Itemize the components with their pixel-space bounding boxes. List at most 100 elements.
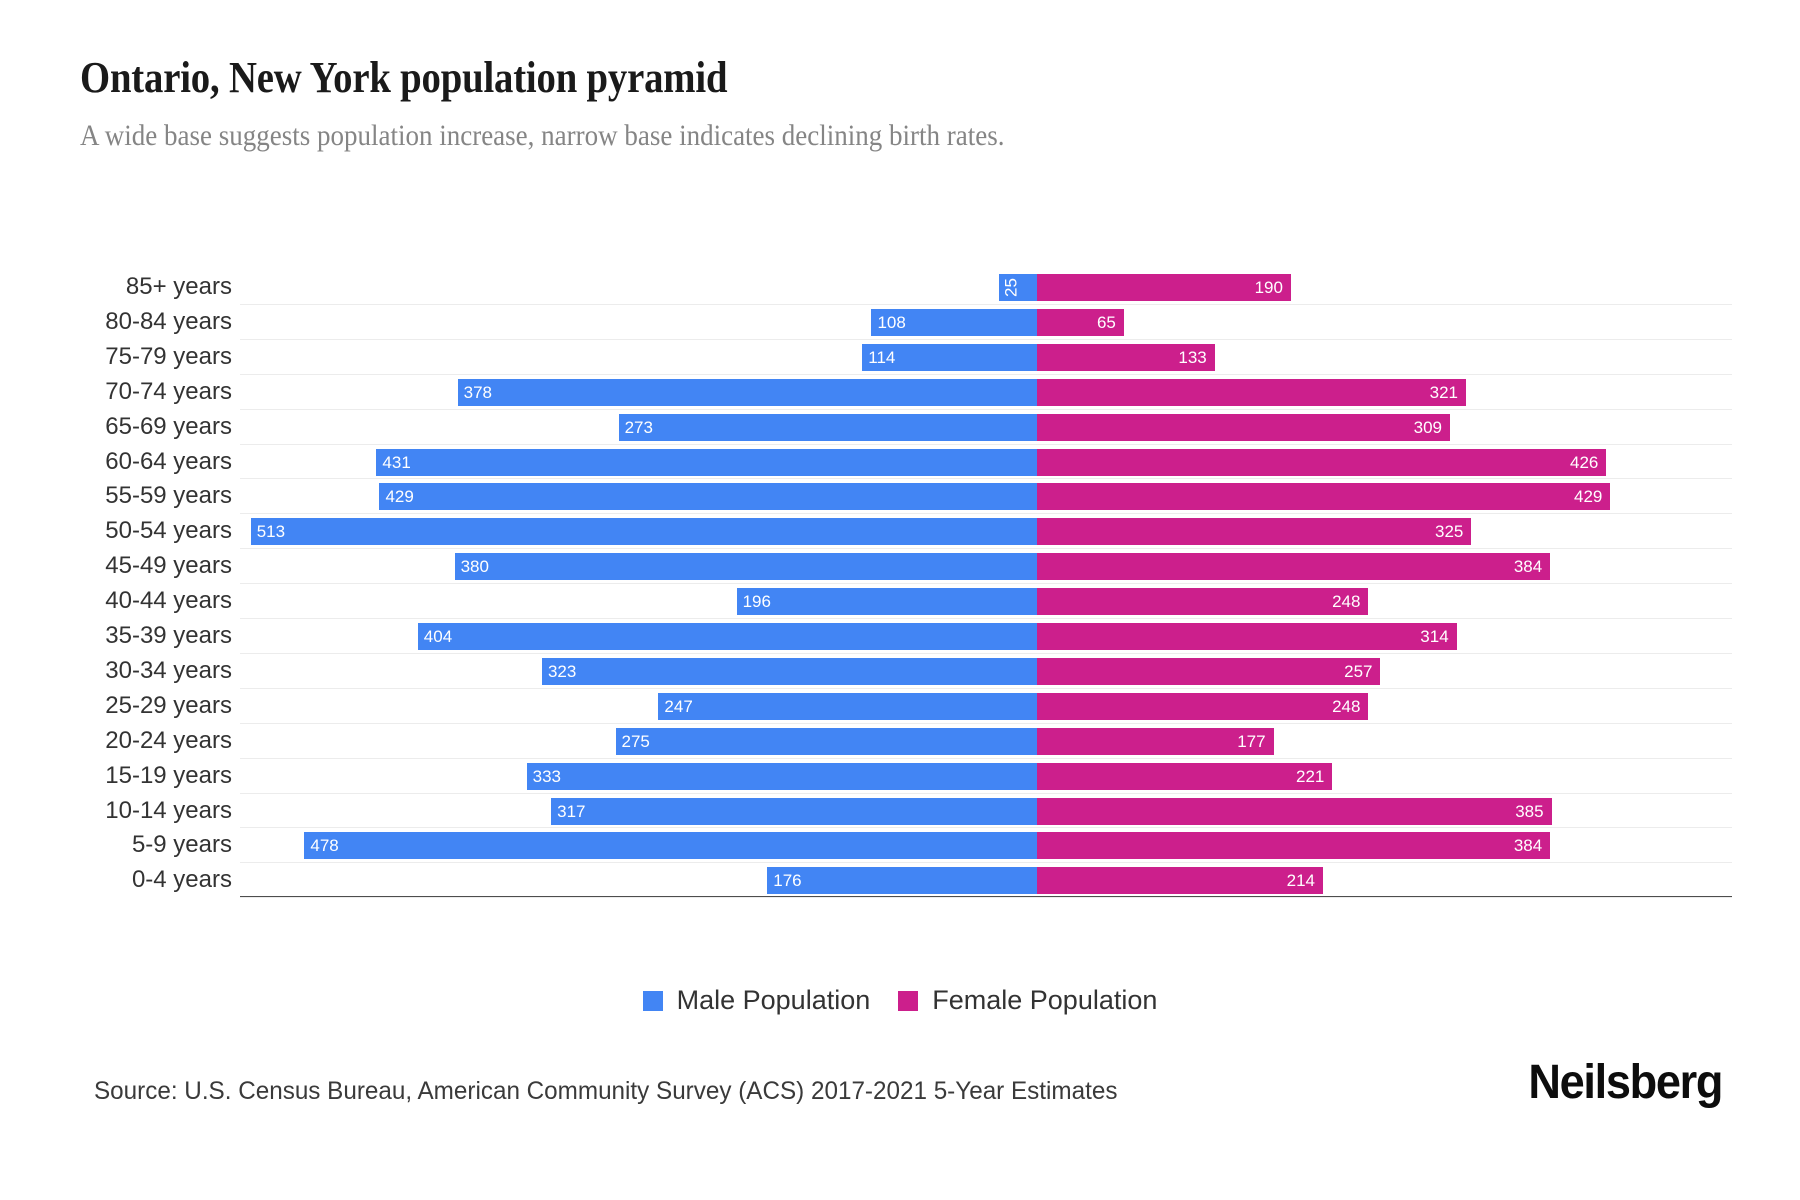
gridline <box>240 338 1732 340</box>
male-bar-value: 333 <box>532 766 561 786</box>
male-bar-value: 275 <box>621 731 650 751</box>
y-axis-label: 0-4 years <box>131 866 232 894</box>
y-axis-label: 25-29 years <box>105 691 232 719</box>
bar-row: 429 429 <box>240 479 1732 514</box>
male-bar-value: 380 <box>460 557 489 577</box>
gridline <box>240 618 1732 619</box>
female-bar[interactable]: 65 <box>1037 308 1124 336</box>
bar-row: 323 257 <box>240 654 1732 689</box>
male-bar[interactable]: 404 <box>417 623 1037 650</box>
male-bar[interactable]: 429 <box>379 483 1037 511</box>
axis-baseline <box>240 896 1732 898</box>
female-bar[interactable]: 384 <box>1037 553 1551 581</box>
male-bar[interactable]: 378 <box>457 378 1037 406</box>
male-bar-value: 317 <box>557 801 586 821</box>
gridline <box>240 722 1732 724</box>
female-bar[interactable]: 429 <box>1037 483 1611 511</box>
female-bar[interactable]: 385 <box>1037 797 1552 825</box>
male-bar-value: 108 <box>877 312 906 332</box>
male-bar[interactable]: 108 <box>871 308 1037 336</box>
female-bar[interactable]: 309 <box>1037 413 1450 441</box>
female-bar[interactable]: 248 <box>1037 588 1369 616</box>
gridline <box>240 897 1732 899</box>
chart-header: Ontario, New York population pyramid A w… <box>80 52 1720 153</box>
gridline <box>240 757 1732 759</box>
female-bar[interactable]: 314 <box>1037 623 1457 650</box>
female-bar-value: 314 <box>1420 627 1449 646</box>
female-bar[interactable]: 133 <box>1037 343 1215 371</box>
male-bar-value: 431 <box>382 452 411 472</box>
bar-row: 25 190 <box>240 270 1732 305</box>
legend-item-female[interactable]: Female Population <box>898 985 1157 1016</box>
female-bar-value: 429 <box>1574 487 1603 507</box>
bar-row: 108 65 <box>240 305 1732 340</box>
male-bar-value: 478 <box>310 836 339 856</box>
male-bar[interactable]: 176 <box>767 867 1037 895</box>
gridline <box>240 513 1732 515</box>
female-bar[interactable]: 177 <box>1037 727 1274 755</box>
female-bar-value: 133 <box>1178 347 1207 367</box>
male-bar[interactable]: 273 <box>618 413 1037 441</box>
male-bar-value: 273 <box>624 417 653 437</box>
male-bar[interactable]: 196 <box>736 588 1037 616</box>
gridline <box>240 303 1732 305</box>
bar-row: 513 325 <box>240 514 1732 549</box>
gridline <box>240 408 1732 410</box>
female-bar[interactable]: 384 <box>1037 832 1551 860</box>
brand-logo: Neilsberg <box>1528 1056 1723 1109</box>
male-bar[interactable]: 333 <box>526 762 1037 790</box>
gridline <box>240 478 1732 480</box>
female-bar[interactable]: 257 <box>1037 657 1381 685</box>
bar-row: 317 385 <box>240 794 1732 829</box>
female-bar-value: 257 <box>1344 661 1373 681</box>
female-bar-value: 385 <box>1515 801 1544 821</box>
male-bar[interactable]: 114 <box>862 343 1037 371</box>
gridline <box>240 862 1732 864</box>
female-bar[interactable]: 321 <box>1037 378 1467 406</box>
male-color-swatch-icon <box>642 990 663 1011</box>
female-bar[interactable]: 190 <box>1037 274 1291 301</box>
male-bar[interactable]: 380 <box>454 553 1037 581</box>
y-axis-label: 15-19 years <box>105 761 232 789</box>
chart-plot-area: 85+ years 80-84 years 75-79 years 70-74 yea… <box>0 270 1800 910</box>
y-axis-label: 35-39 years <box>105 622 232 649</box>
chart-subtitle: A wide base suggests population increase… <box>80 119 1005 152</box>
gridline <box>240 373 1732 375</box>
bar-row: 380 384 <box>240 549 1732 584</box>
bar-row: 275 177 <box>240 724 1732 759</box>
female-bar-value: 214 <box>1286 871 1316 891</box>
male-bar[interactable]: 275 <box>615 727 1037 755</box>
y-axis-age-labels: 85+ years 80-84 years 75-79 years 70-74 yea… <box>0 270 232 898</box>
female-bar[interactable]: 214 <box>1037 867 1324 895</box>
legend-item-male[interactable]: Male Population <box>642 985 870 1016</box>
male-bar[interactable]: 317 <box>551 797 1037 825</box>
male-bar[interactable]: 323 <box>541 657 1037 685</box>
male-bar-value: 323 <box>547 661 577 681</box>
male-bar[interactable]: 513 <box>250 518 1037 546</box>
y-axis-label: 70-74 years <box>105 377 232 405</box>
chart-legend: Male Population Female Population <box>0 985 1800 1016</box>
female-bar-value: 65 <box>1096 312 1116 332</box>
female-bar[interactable]: 248 <box>1037 692 1369 720</box>
y-axis-label: 85+ years <box>125 273 232 300</box>
y-axis-label: 55-59 years <box>105 482 232 510</box>
y-axis-label: 75-79 years <box>105 342 232 370</box>
y-axis-label: 45-49 years <box>105 552 232 580</box>
y-axis-label: 80-84 years <box>105 307 232 335</box>
y-axis-label: 5-9 years <box>131 831 232 859</box>
female-bar-value: 248 <box>1332 592 1361 612</box>
male-bar-value: 429 <box>385 487 414 507</box>
female-bar[interactable]: 221 <box>1037 762 1333 790</box>
bar-row: 176 214 <box>240 863 1732 898</box>
male-bar[interactable]: 25 <box>998 274 1037 301</box>
male-bar[interactable]: 247 <box>658 692 1037 720</box>
gridline <box>240 792 1732 794</box>
male-bar[interactable]: 478 <box>304 832 1037 860</box>
female-bar[interactable]: 426 <box>1037 448 1607 476</box>
female-bar[interactable]: 325 <box>1037 518 1472 546</box>
gridline <box>240 827 1732 829</box>
female-bar-value: 321 <box>1429 382 1459 402</box>
male-bar[interactable]: 431 <box>376 448 1037 476</box>
legend-label-female: Female Population <box>932 985 1158 1015</box>
female-bar-value: 177 <box>1237 731 1266 751</box>
